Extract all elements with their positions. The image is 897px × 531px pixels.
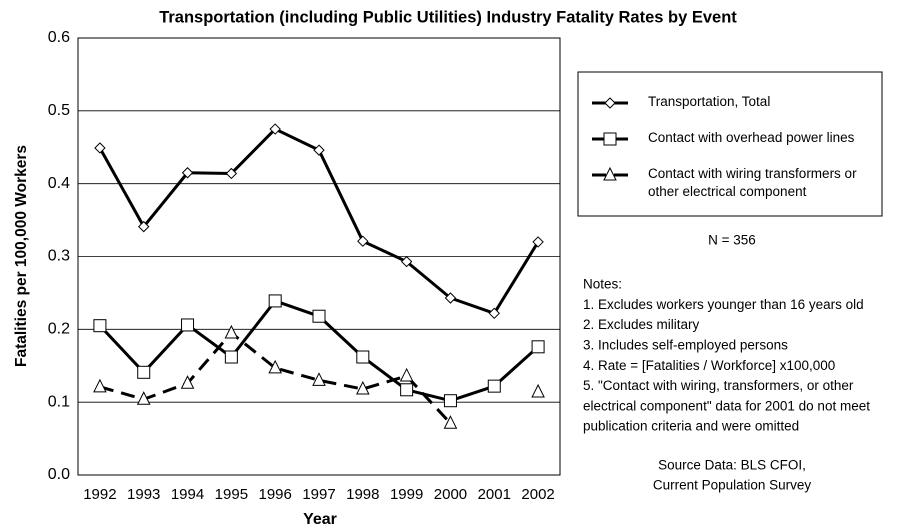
legend-label: Contact with overhead power lines xyxy=(648,130,855,145)
point xyxy=(268,294,282,308)
series-line xyxy=(98,127,540,315)
x-tick-label: 2002 xyxy=(521,486,554,503)
note: publication criteria and were omitted xyxy=(583,419,799,434)
point xyxy=(399,367,414,382)
note: 1. Excludes workers younger than 16 year… xyxy=(583,297,864,312)
point xyxy=(532,236,544,248)
x-tick-label: 1994 xyxy=(171,486,204,503)
legend-label-box: Contact with wiring transformers or othe… xyxy=(648,166,857,199)
point xyxy=(94,142,106,154)
point xyxy=(487,379,501,393)
point xyxy=(443,415,458,429)
x-tick-label: 2001 xyxy=(478,486,511,503)
point xyxy=(312,372,326,386)
point xyxy=(443,394,457,408)
point xyxy=(488,307,500,320)
note: 4. Rate = [Fatalities / Workforce] x100,… xyxy=(583,358,835,373)
point xyxy=(137,365,151,379)
source: Source Data: BLS CFOI, xyxy=(658,458,806,473)
point xyxy=(313,144,325,156)
point xyxy=(531,340,545,354)
point xyxy=(224,350,238,364)
plot-border xyxy=(77,37,561,476)
note: 2. Excludes military xyxy=(583,317,700,332)
point xyxy=(93,378,107,393)
legend-marker xyxy=(604,97,616,109)
legend-box xyxy=(577,71,883,217)
point xyxy=(181,167,194,179)
chart-title: Transportation (including Public Utiliti… xyxy=(159,8,737,26)
note: 3. Includes self-employed persons xyxy=(583,337,788,352)
x-tick-label: 2000 xyxy=(434,486,467,503)
x-tick-label: 1998 xyxy=(346,486,379,503)
legend-label: Contact with wiring transformers or othe… xyxy=(648,166,857,199)
note: Notes: xyxy=(583,277,622,292)
y-tick-label: 0.3 xyxy=(48,248,70,265)
x-tick-label: 1992 xyxy=(83,486,116,503)
legend-label: Transportation, Total xyxy=(648,94,771,109)
x-tick-label: 1997 xyxy=(302,486,335,503)
point xyxy=(268,359,282,374)
series-line xyxy=(99,331,452,425)
y-tick-label: 0.0 xyxy=(48,466,70,483)
point xyxy=(224,324,239,339)
point xyxy=(400,255,413,268)
point xyxy=(180,375,195,389)
point xyxy=(225,167,238,180)
point xyxy=(357,235,369,247)
point xyxy=(444,292,457,304)
x-tick-label: 1996 xyxy=(258,486,291,503)
y-tick-label: 0.1 xyxy=(48,393,70,410)
point xyxy=(312,309,326,323)
point xyxy=(93,319,107,333)
x-tick-label: 1995 xyxy=(215,486,248,503)
y-tick-label: 0.6 xyxy=(48,29,70,46)
point xyxy=(356,350,370,364)
note: electrical component" data for 2001 do n… xyxy=(583,398,870,413)
sample-note: N = 356 xyxy=(708,233,756,248)
note: 5. "Contact with wiring, transformers, o… xyxy=(583,378,854,393)
y-tick-label: 0.4 xyxy=(48,175,70,192)
point xyxy=(400,383,414,397)
y-tick-label: 0.2 xyxy=(48,321,70,338)
x-axis-title: Year xyxy=(303,511,337,528)
legend-label-box: Contact with overhead power lines xyxy=(648,130,855,145)
point xyxy=(356,380,370,395)
x-tick-label: 1993 xyxy=(127,486,160,503)
point xyxy=(531,383,545,398)
legend-label-box: Transportation, Total xyxy=(648,94,771,109)
point xyxy=(138,220,150,233)
y-axis-title: Fatalities per 100,000 Workers xyxy=(13,145,30,367)
y-tick-label: 0.5 xyxy=(48,102,70,119)
point xyxy=(136,391,151,405)
x-tick-label: 1999 xyxy=(390,486,423,503)
point xyxy=(181,318,195,332)
legend-marker xyxy=(603,166,617,181)
point xyxy=(269,123,281,135)
legend-marker xyxy=(603,132,617,146)
source: Current Population Survey xyxy=(653,478,812,493)
